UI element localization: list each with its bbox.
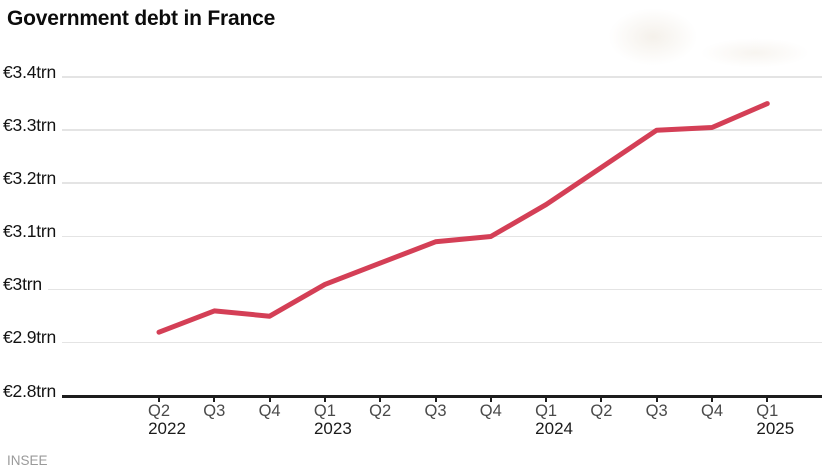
y-gridline-row: €2.9trn — [3, 329, 822, 346]
gridline — [62, 341, 822, 344]
x-axis-quarter-label: Q1 — [313, 402, 336, 420]
x-axis-tick — [711, 396, 713, 402]
gridline — [62, 182, 822, 184]
x-axis-quarter-label: Q1 — [756, 402, 779, 420]
source-attribution: INSEE — [7, 453, 48, 468]
y-axis-label: €3trn — [3, 274, 42, 295]
x-axis-quarter-label: Q2 — [369, 402, 392, 420]
x-axis-tick — [158, 396, 160, 402]
chart-title: Government debt in France — [7, 7, 276, 30]
x-axis-quarter-label: Q4 — [479, 402, 502, 420]
gridline — [62, 129, 822, 131]
x-axis-tick — [323, 396, 326, 402]
x-axis-tick — [213, 396, 216, 402]
y-axis-label: €3.3trn — [3, 114, 57, 135]
x-axis-quarter-label: Q2 — [147, 402, 171, 420]
x-axis-quarter-label: Q3 — [424, 402, 447, 420]
y-axis-label: €2.9trn — [3, 327, 57, 348]
x-axis-quarter-label: Q4 — [700, 402, 724, 420]
x-axis-tick — [655, 396, 658, 402]
y-axis-label: €3.1trn — [3, 221, 57, 241]
y-axis-label: €3.4trn — [3, 61, 57, 82]
x-axis-tick — [600, 396, 603, 402]
x-axis-quarter-label: Q3 — [645, 402, 668, 420]
x-axis-quarter-label: Q1 — [535, 402, 558, 420]
x-axis-tick — [489, 396, 492, 402]
x-axis-tick — [434, 396, 437, 402]
x-axis-year-label: 2023 — [313, 419, 352, 438]
gridline — [47, 288, 822, 291]
x-axis-quarter-label: Q4 — [258, 402, 281, 420]
x-axis-line — [62, 394, 822, 398]
gridline — [62, 235, 822, 237]
x-axis-year-label: 2022 — [148, 419, 186, 438]
gridline — [62, 76, 822, 78]
x-axis-tick — [268, 396, 271, 402]
y-gridline-row: €3.1trn — [3, 221, 822, 241]
debt-line-series — [156, 101, 770, 335]
y-gridline-row: €3.2trn — [3, 167, 822, 188]
y-gridline-row: €3.4trn — [3, 61, 822, 82]
x-axis-quarter-label: Q2 — [590, 402, 613, 420]
x-axis-quarter-label: Q3 — [203, 402, 226, 420]
x-axis-year-label: 2024 — [535, 419, 574, 438]
watermark-smudge — [608, 8, 698, 66]
x-axis-year-label: 2025 — [756, 419, 795, 438]
y-axis-label: €3.2trn — [3, 167, 57, 188]
y-gridline-row: €3trn — [3, 274, 822, 295]
x-axis-tick — [379, 396, 382, 402]
y-gridline-row: €3.3trn — [3, 114, 822, 135]
y-gridline-row: €2.8trn — [3, 380, 822, 401]
x-axis-tick — [545, 396, 548, 402]
x-axis-tick — [766, 396, 769, 402]
y-axis-label: €2.8trn — [3, 380, 57, 401]
